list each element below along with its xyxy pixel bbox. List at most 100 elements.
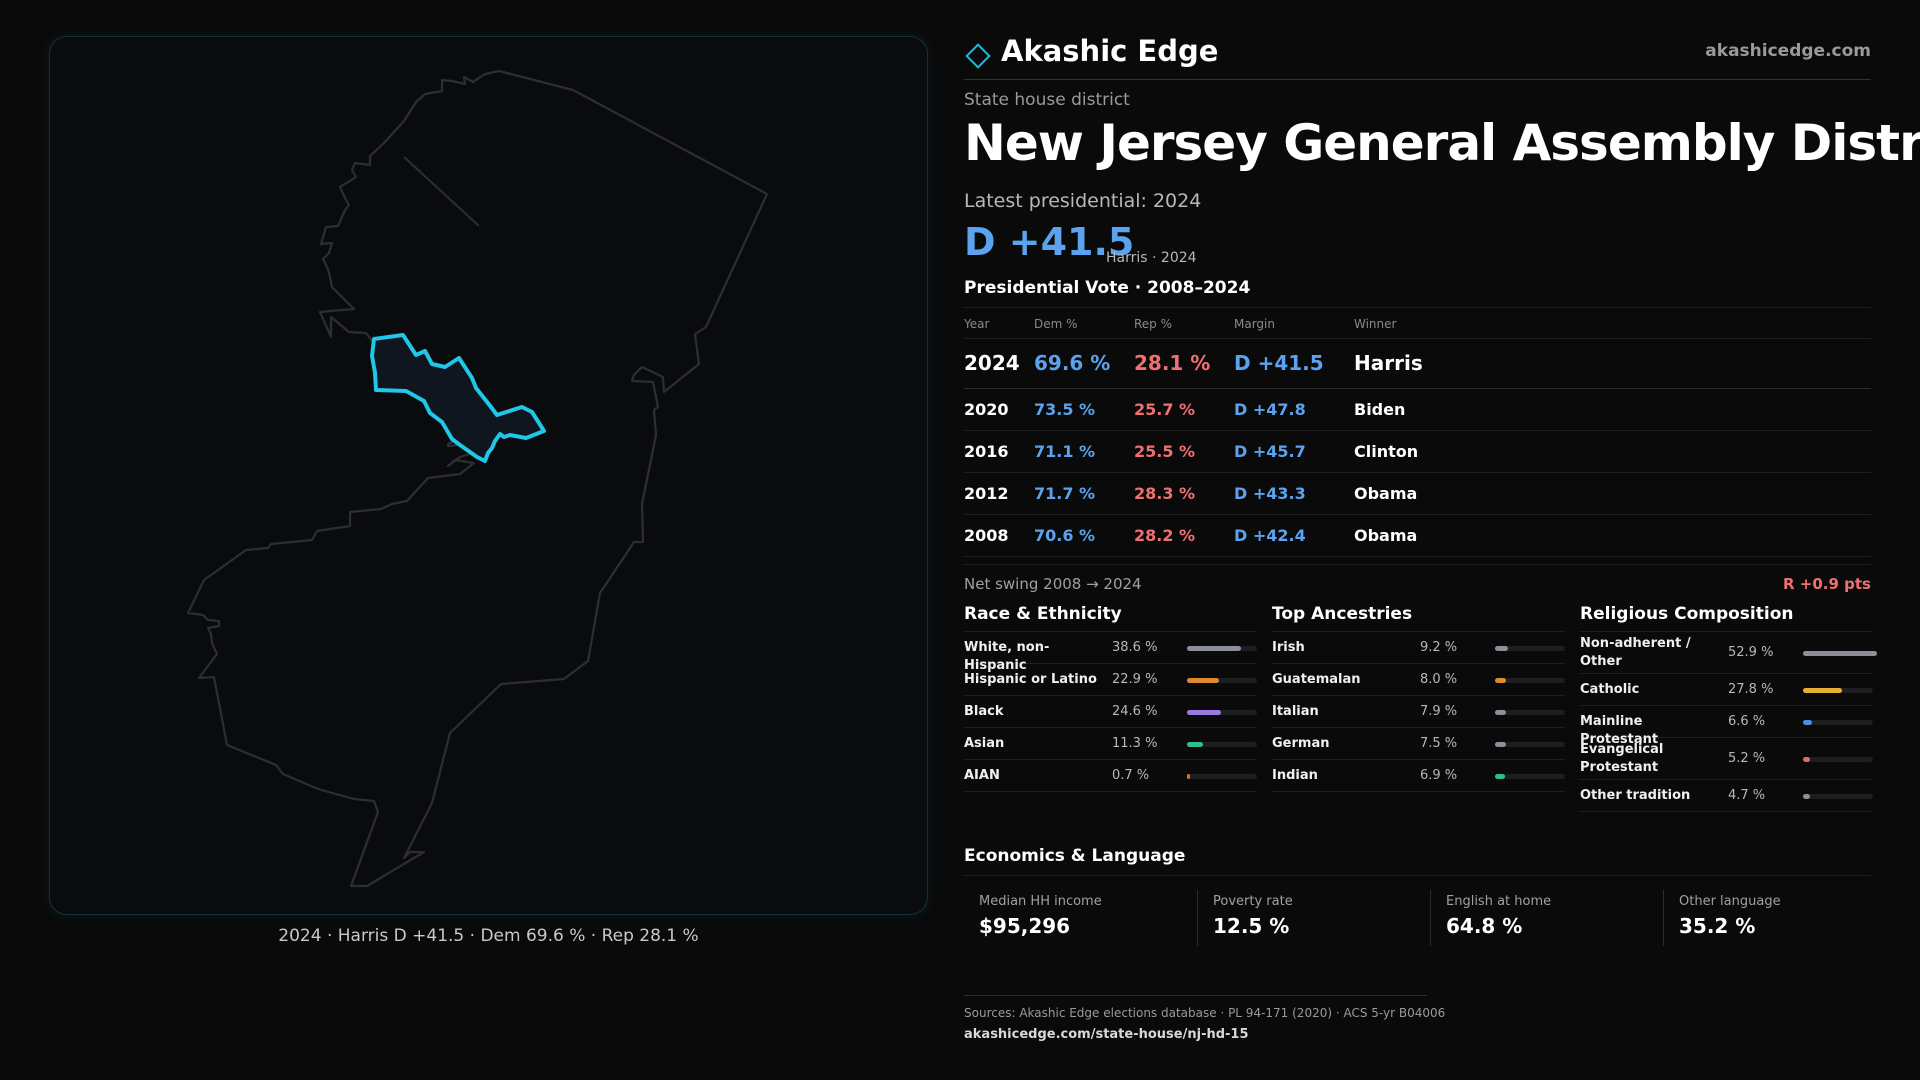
source-url-link[interactable]: akashicedge.com/state-house/nj-hd-15 <box>964 1027 1249 1042</box>
share-bar-fill <box>1187 646 1242 651</box>
item-label: Catholic <box>1580 682 1640 697</box>
row-winner: Harris <box>1354 351 1423 375</box>
brand-name: Akashic Edge <box>1001 34 1219 68</box>
list-item: Italian 7.9 % <box>1272 696 1565 728</box>
row-margin: D +45.7 <box>1234 442 1306 461</box>
row-dem: 71.1 % <box>1034 442 1096 461</box>
sources-divider <box>964 995 1427 996</box>
item-value: 27.8 % <box>1728 682 1774 697</box>
religion-list: Non-adherent / Other 52.9 % Catholic 27.8 %… <box>1580 632 1878 812</box>
district-map[interactable] <box>49 36 928 915</box>
net-swing-value: R +0.9 pts <box>1783 575 1871 593</box>
brand-url-link[interactable]: akashicedge.com <box>1705 41 1871 61</box>
econ-value: 12.5 % <box>1213 914 1290 938</box>
table-header: Year Dem % Rep % Margin Winner <box>964 308 1871 339</box>
econ-card-other-language: Other language 35.2 % <box>1663 890 1896 946</box>
econ-value: 64.8 % <box>1446 914 1523 938</box>
row-winner: Obama <box>1354 484 1418 503</box>
table-row: 2024 69.6 % 28.1 % D +41.5 Harris <box>964 339 1871 389</box>
econ-value: 35.2 % <box>1679 914 1756 938</box>
row-year: 2020 <box>964 400 1009 419</box>
column-header-margin: Margin <box>1234 317 1275 331</box>
list-item: Mainline Protestant 6.6 % <box>1580 706 1873 747</box>
share-bar-fill <box>1187 774 1190 779</box>
net-swing-label: Net swing 2008 → 2024 <box>964 575 1142 593</box>
district-15-boundary[interactable] <box>370 333 546 463</box>
latest-margin-sub: Harris · 2024 <box>1106 250 1197 266</box>
share-bar <box>1187 774 1257 779</box>
economics-heading: Economics & Language <box>964 846 1871 876</box>
econ-value: $95,296 <box>979 914 1071 938</box>
section-title: Religious Composition <box>1580 604 1873 632</box>
race-ethnicity-section: Race & Ethnicity White, non-Hispanic 38.6… <box>964 604 1257 792</box>
share-bar-fill <box>1495 710 1507 715</box>
list-item: Catholic 27.8 % <box>1580 674 1873 706</box>
share-bar <box>1495 742 1565 747</box>
share-bar <box>1803 688 1873 693</box>
share-bar-fill <box>1495 646 1508 651</box>
share-bar <box>1803 651 1878 656</box>
presidential-vote-heading: Presidential Vote · 2008–2024 <box>964 278 1251 298</box>
share-bar-fill <box>1495 678 1507 683</box>
item-value: 7.5 % <box>1420 736 1458 751</box>
section-title: Top Ancestries <box>1272 604 1565 632</box>
econ-card-poverty: Poverty rate 12.5 % <box>1197 890 1430 946</box>
share-bar <box>1495 710 1565 715</box>
item-value: 24.6 % <box>1112 704 1158 719</box>
list-item: Evangelical Protestant 5.2 % <box>1580 738 1873 780</box>
top-ancestries-section: Top Ancestries Irish 9.2 % Guatemalan 8.0 %… <box>1272 604 1565 792</box>
row-rep: 25.7 % <box>1134 400 1196 419</box>
row-dem: 70.6 % <box>1034 526 1096 545</box>
row-winner: Clinton <box>1354 442 1419 461</box>
nj-state-outline-map <box>186 69 769 888</box>
column-header-winner: Winner <box>1354 317 1397 331</box>
share-bar-fill <box>1803 794 1810 799</box>
share-bar <box>1803 757 1873 762</box>
share-bar-fill <box>1803 720 1813 725</box>
row-year: 2008 <box>964 526 1009 545</box>
share-bar <box>1803 794 1873 799</box>
religious-composition-section: Religious Composition Non-adherent / Oth… <box>1580 604 1878 812</box>
item-value: 8.0 % <box>1420 672 1458 687</box>
latest-margin: D +41.5 <box>964 220 1135 264</box>
econ-label: Poverty rate <box>1213 894 1293 909</box>
econ-label: English at home <box>1446 894 1552 909</box>
item-label: Italian <box>1272 704 1319 719</box>
county-line <box>403 156 480 227</box>
item-label: Evangelical Protestant <box>1580 742 1664 775</box>
section-title: Race & Ethnicity <box>964 604 1257 632</box>
list-item: Hispanic or Latino 22.9 % <box>964 664 1257 696</box>
item-value: 22.9 % <box>1112 672 1158 687</box>
item-label: German <box>1272 736 1330 751</box>
share-bar <box>1495 646 1565 651</box>
econ-card-income: Median HH income $95,296 <box>964 890 1197 946</box>
row-winner: Obama <box>1354 526 1418 545</box>
share-bar <box>1495 678 1565 683</box>
row-rep: 28.2 % <box>1134 526 1196 545</box>
share-bar <box>1187 742 1257 747</box>
sources-text: Sources: Akashic Edge elections database… <box>964 1006 1446 1020</box>
item-value: 52.9 % <box>1728 645 1774 660</box>
table-row: 2012 71.7 % 28.3 % D +43.3 Obama <box>964 473 1871 515</box>
list-item: Irish 9.2 % <box>1272 632 1565 664</box>
column-header-rep: Rep % <box>1134 317 1173 331</box>
diamond-logo-icon <box>965 43 991 69</box>
table-row: 2008 70.6 % 28.2 % D +42.4 Obama <box>964 515 1871 557</box>
item-value: 11.3 % <box>1112 736 1158 751</box>
column-header-dem: Dem % <box>1034 317 1078 331</box>
share-bar-fill <box>1187 742 1203 747</box>
row-year: 2024 <box>964 351 1020 375</box>
list-item: Non-adherent / Other 52.9 % <box>1580 632 1878 674</box>
row-dem: 73.5 % <box>1034 400 1096 419</box>
row-margin: D +41.5 <box>1234 351 1324 375</box>
share-bar-fill <box>1495 742 1506 747</box>
column-header-year: Year <box>964 317 990 331</box>
row-margin: D +42.4 <box>1234 526 1306 545</box>
item-value: 0.7 % <box>1112 768 1150 783</box>
latest-presidential-label: Latest presidential: 2024 <box>964 190 1202 212</box>
table-row: 2020 73.5 % 25.7 % D +47.8 Biden <box>964 389 1871 431</box>
item-label: Mainline Protestant <box>1580 714 1659 747</box>
row-year: 2016 <box>964 442 1009 461</box>
share-bar-fill <box>1187 678 1220 683</box>
econ-card-english: English at home 64.8 % <box>1430 890 1663 946</box>
